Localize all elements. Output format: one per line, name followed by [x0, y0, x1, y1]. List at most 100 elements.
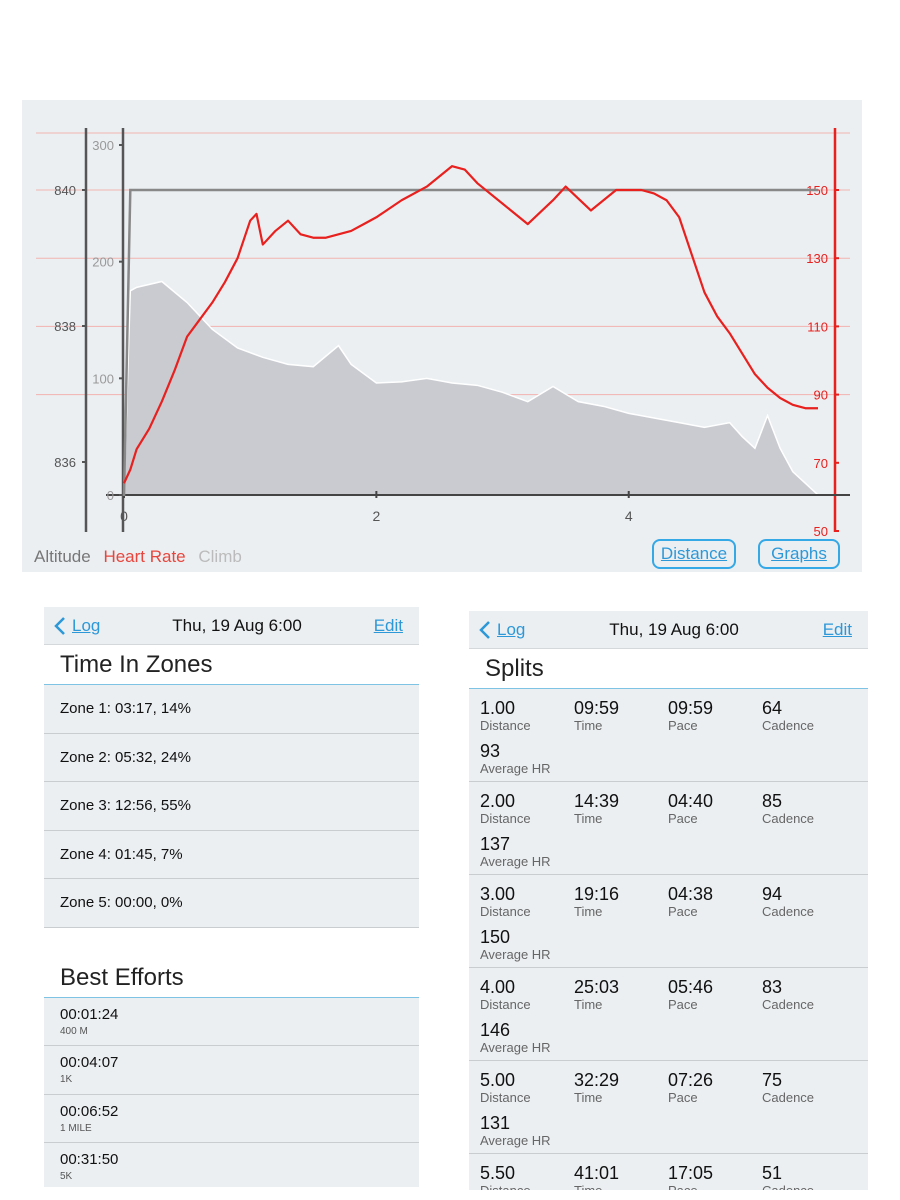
split-value: 5.50: [480, 1163, 516, 1183]
split-cadence: 83 Cadence: [762, 977, 814, 1012]
chevron-left-icon: [54, 616, 65, 635]
activity-date: Thu, 19 Aug 6:00: [172, 615, 302, 635]
best-effort-row[interactable]: 00:01:24 400 M: [44, 997, 419, 1046]
zone-row: Zone 4: 01:45, 7%: [44, 830, 419, 879]
split-row[interactable]: 4.00 Distance 25:03 Time 05:46 Pace 83 Cadence 1…: [469, 968, 868, 1061]
split-value: 131: [480, 1113, 511, 1133]
back-label: Log: [497, 619, 526, 639]
split-time: 19:16 Time: [574, 884, 619, 919]
best-effort-row[interactable]: 00:31:50 5K: [44, 1143, 419, 1187]
best-efforts-title: Best Efforts: [44, 957, 419, 998]
split-value: 19:16: [574, 884, 620, 904]
split-distance: 1.00 Distance: [480, 698, 531, 733]
split-row[interactable]: 5.00 Distance 32:29 Time 07:26 Pace 75 Cadence 1…: [469, 1061, 868, 1154]
best-effort-row[interactable]: 00:06:52 1 MILE: [44, 1094, 419, 1143]
split-row[interactable]: 3.00 Distance 19:16 Time 04:38 Pace 94 Cadence 1…: [469, 875, 868, 968]
split-value: 150: [480, 927, 511, 947]
split-label: Time: [574, 1090, 603, 1105]
split-label: Distance: [480, 997, 531, 1012]
hr-tick-label: 50: [814, 524, 828, 539]
split-label: Time: [574, 811, 603, 826]
x-tick-label: 0: [120, 508, 128, 524]
back-label: Log: [72, 615, 101, 635]
split-label: Average HR: [480, 947, 551, 962]
split-label: Distance: [480, 1090, 531, 1105]
split-time: 41:01Time: [574, 1163, 619, 1190]
split-value: 4.00: [480, 977, 516, 997]
split-avg-hr: 150 Average HR: [480, 927, 551, 962]
best-efforts-list: 00:01:24 400 M 00:04:07 1K 00:06:52 1 MILE 00:…: [44, 997, 419, 1187]
split-value: 41:01: [574, 1163, 620, 1183]
split-label: Pace: [668, 904, 698, 919]
split-value: 85: [762, 791, 783, 811]
split-value: 09:59: [668, 698, 714, 718]
split-value: 75: [762, 1070, 783, 1090]
climb-tick-label: 300: [92, 138, 114, 153]
legend-heart-rate: Heart Rate: [103, 547, 186, 566]
effort-time: 00:31:50: [60, 1151, 119, 1168]
hr-tick-label: 70: [814, 456, 828, 471]
split-value: 05:46: [668, 977, 714, 997]
hr-tick-label: 130: [806, 251, 828, 266]
split-time: 09:59 Time: [574, 698, 619, 733]
split-avg-hr: 146 Average HR: [480, 1020, 551, 1055]
back-to-log-link[interactable]: Log: [54, 616, 100, 636]
edit-link[interactable]: Edit: [822, 619, 852, 639]
hr-tick-label: 110: [807, 319, 828, 334]
edit-link[interactable]: Edit: [373, 615, 403, 635]
split-label: Cadence: [762, 811, 815, 826]
altitude-tick-label: 838: [54, 319, 76, 334]
split-value: 25:03: [574, 977, 620, 997]
split-pace: 04:38 Pace: [668, 884, 713, 919]
chart-panel: 300 200 100 0 840 838 836 150 130 110 90 70 50 0 2 4 Al…: [22, 100, 862, 572]
split-label: Time: [574, 997, 603, 1012]
split-pace: 07:26 Pace: [668, 1070, 713, 1105]
activity-date: Thu, 19 Aug 6:00: [609, 619, 739, 639]
split-label: Pace: [668, 1090, 698, 1105]
legend-altitude: Altitude: [34, 547, 91, 566]
split-distance: 5.50Distance: [480, 1163, 531, 1190]
split-row[interactable]: 2.00 Distance 14:39 Time 04:40 Pace 85 Cadence 1…: [469, 782, 868, 875]
split-label: Pace: [668, 997, 698, 1012]
hr-tick-label: 90: [814, 388, 828, 403]
split-pace: 09:59 Pace: [668, 698, 713, 733]
split-value: 3.00: [480, 884, 516, 904]
split-distance: 5.00 Distance: [480, 1070, 531, 1105]
effort-label: 1 MILE: [60, 1122, 92, 1134]
split-label: Time: [574, 718, 603, 733]
split-pace: 04:40 Pace: [668, 791, 713, 826]
chart-legend: Altitude Heart Rate Climb: [34, 547, 250, 567]
split-distance: 4.00 Distance: [480, 977, 531, 1012]
split-avg-hr: 131 Average HR: [480, 1113, 551, 1148]
split-value: 09:59: [574, 698, 620, 718]
altitude-line: [122, 188, 818, 497]
split-row[interactable]: 5.50Distance 41:01Time 17:05Pace 51Cadence: [469, 1154, 868, 1190]
split-label: Pace: [668, 1183, 713, 1190]
split-value: 14:39: [574, 791, 620, 811]
split-label: Cadence: [762, 1090, 815, 1105]
zone-row: Zone 2: 05:32, 24%: [44, 733, 419, 782]
best-effort-row[interactable]: 00:04:07 1K: [44, 1046, 419, 1095]
effort-time: 00:04:07: [60, 1054, 119, 1071]
split-row[interactable]: 1.00 Distance 09:59 Time 09:59 Pace 64 Cadence 9…: [469, 689, 868, 782]
climb-tick-label: 200: [92, 255, 114, 270]
section-spacer: [44, 927, 419, 958]
split-label: Time: [574, 904, 603, 919]
split-time: 14:39 Time: [574, 791, 619, 826]
split-label: Pace: [668, 811, 698, 826]
split-avg-hr: 137 Average HR: [480, 834, 551, 869]
split-label: Average HR: [480, 1040, 551, 1055]
split-value: 07:26: [668, 1070, 714, 1090]
distance-button[interactable]: Distance: [652, 539, 736, 569]
split-value: 64: [762, 698, 783, 718]
graphs-button[interactable]: Graphs: [758, 539, 840, 569]
back-to-log-link[interactable]: Log: [479, 620, 525, 640]
split-label: Distance: [480, 904, 531, 919]
split-label: Average HR: [480, 854, 551, 869]
split-value: 04:38: [668, 884, 714, 904]
split-label: Distance: [480, 718, 531, 733]
split-value: 2.00: [480, 791, 516, 811]
split-cadence: 85 Cadence: [762, 791, 814, 826]
split-value: 17:05: [668, 1163, 714, 1183]
